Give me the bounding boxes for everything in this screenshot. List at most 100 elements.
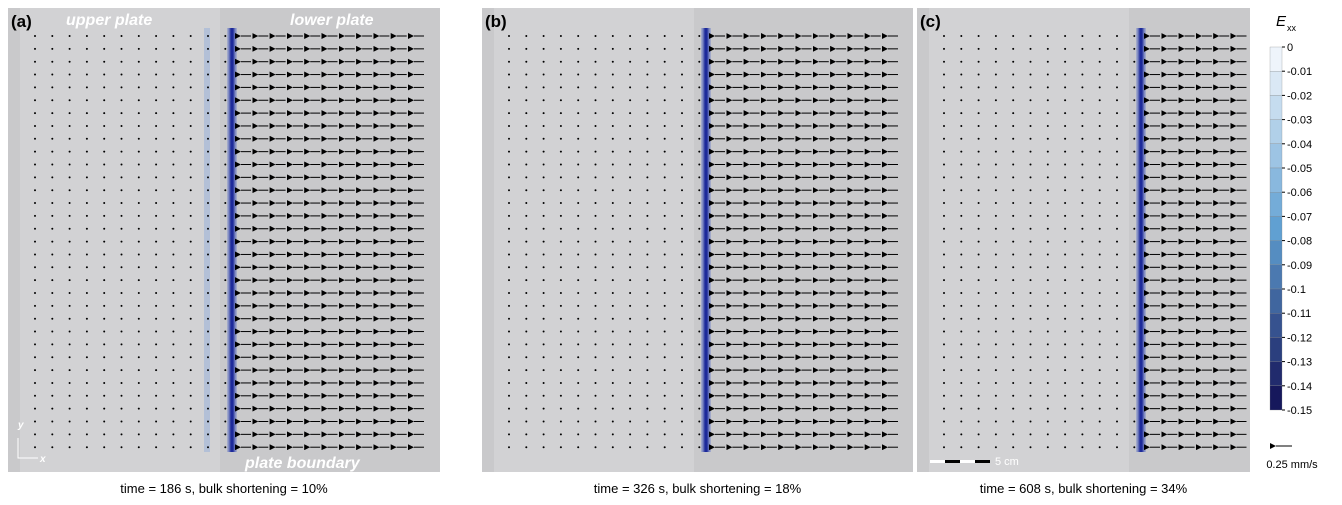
grid-dot xyxy=(68,279,71,282)
grid-dot xyxy=(1081,394,1084,397)
grid-dot xyxy=(1133,35,1136,37)
grid-dot xyxy=(977,253,980,256)
grid-dot xyxy=(85,47,88,50)
grid-dot xyxy=(1064,189,1067,192)
grid-dot xyxy=(68,369,71,372)
grid-dot xyxy=(189,86,192,89)
grid-dot xyxy=(189,214,192,217)
colorbar-bin xyxy=(1269,119,1283,144)
grid-dot xyxy=(224,47,227,50)
grid-dot xyxy=(189,446,192,449)
grid-dot xyxy=(172,446,175,449)
grid-dot xyxy=(34,381,36,384)
grid-dot xyxy=(594,394,597,397)
grid-dot xyxy=(68,73,71,76)
grid-dot xyxy=(977,47,980,50)
grid-dot xyxy=(1046,394,1049,397)
grid-dot xyxy=(960,47,963,50)
grid-dot xyxy=(68,137,71,140)
grid-dot xyxy=(1029,279,1032,282)
grid-dot xyxy=(1046,60,1049,63)
grid-dot xyxy=(943,317,945,320)
grid-dot xyxy=(960,176,963,179)
grid-dot xyxy=(34,394,36,397)
grid-dot xyxy=(1133,369,1136,372)
grid-dot xyxy=(120,407,123,410)
grid-dot xyxy=(189,47,192,50)
grid-dot xyxy=(559,227,562,230)
grid-dot xyxy=(1116,73,1118,76)
grid-dot xyxy=(525,214,528,217)
grid-dot xyxy=(629,86,632,89)
grid-dot xyxy=(207,47,209,50)
grid-dot xyxy=(103,112,106,115)
grid-dot xyxy=(137,214,140,217)
grid-dot xyxy=(508,47,510,50)
grid-dot xyxy=(137,189,140,192)
grid-dot xyxy=(1133,137,1136,140)
grid-dot xyxy=(525,150,528,153)
grid-dot xyxy=(1029,112,1032,115)
grid-dot xyxy=(155,266,158,269)
grid-dot xyxy=(103,253,106,256)
grid-dot xyxy=(542,227,545,230)
grid-dot xyxy=(611,86,614,89)
grid-dot xyxy=(51,202,54,205)
grid-dot xyxy=(542,433,545,436)
grid-dot xyxy=(207,227,209,230)
grid-dot xyxy=(1098,47,1101,50)
grid-dot xyxy=(646,394,649,397)
grid-dot xyxy=(577,420,580,423)
grid-dot xyxy=(120,279,123,282)
grid-dot xyxy=(120,150,123,153)
grid-dot xyxy=(1133,317,1136,320)
grid-dot xyxy=(34,433,36,436)
grid-dot xyxy=(1029,266,1032,269)
grid-dot xyxy=(629,317,632,320)
grid-dot xyxy=(525,381,528,384)
grid-dot xyxy=(525,124,528,127)
grid-dot xyxy=(1081,86,1084,89)
grid-dot xyxy=(85,189,88,192)
grid-dot xyxy=(207,124,209,127)
grid-dot xyxy=(34,330,36,333)
grid-dot xyxy=(663,60,666,63)
grid-dot xyxy=(943,47,945,50)
grid-dot xyxy=(681,150,683,153)
grid-dot xyxy=(594,163,597,166)
grid-dot xyxy=(68,292,71,294)
grid-dot xyxy=(698,124,701,127)
grid-dot xyxy=(85,60,88,63)
grid-dot xyxy=(103,356,106,359)
colorbar-tick-label: 0 xyxy=(1287,42,1293,54)
grid-dot xyxy=(34,407,36,410)
colorbar-bin xyxy=(1269,313,1283,338)
grid-dot xyxy=(1116,163,1118,166)
grid-dot xyxy=(1081,253,1084,256)
grid-dot xyxy=(1064,35,1067,37)
grid-dot xyxy=(155,189,158,192)
grid-dot xyxy=(189,176,192,179)
grid-dot xyxy=(224,381,227,384)
grid-dot xyxy=(155,240,158,243)
grid-dot xyxy=(1081,202,1084,205)
grid-dot xyxy=(1133,99,1136,102)
grid-dot xyxy=(207,292,209,294)
grid-dot xyxy=(137,35,140,37)
grid-dot xyxy=(994,279,997,282)
grid-dot xyxy=(611,35,614,37)
grid-dot xyxy=(960,381,963,384)
axis-x: x xyxy=(39,454,46,465)
grid-dot xyxy=(542,112,545,115)
grid-dot xyxy=(994,73,997,76)
grid-dot xyxy=(994,60,997,63)
grid-dot xyxy=(120,47,123,50)
grid-dot xyxy=(977,317,980,320)
colorbar-bin xyxy=(1269,192,1283,217)
grid-dot xyxy=(681,202,683,205)
grid-dot xyxy=(681,163,683,166)
grid-dot xyxy=(559,369,562,372)
grid-dot xyxy=(189,99,192,102)
grid-dot xyxy=(559,73,562,76)
grid-dot xyxy=(155,86,158,89)
